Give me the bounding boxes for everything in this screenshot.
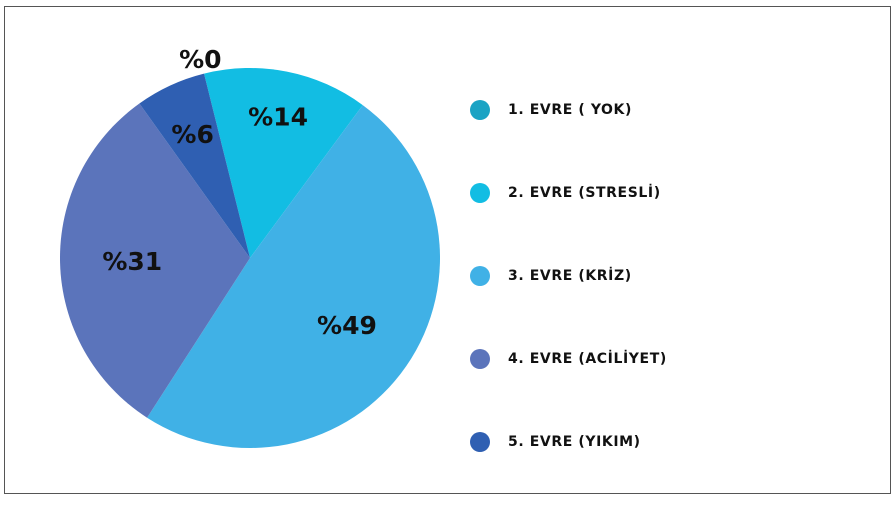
legend-label: 3. EVRE (KRİZ): [508, 268, 632, 284]
pie-slice: [204, 67, 363, 258]
legend-swatch: [470, 432, 490, 452]
legend-item: 5. EVRE (YIKIM): [470, 424, 667, 460]
legend-label: 4. EVRE (ACİLİYET): [508, 351, 667, 367]
chart-legend: 1. EVRE ( YOK) 2. EVRE (STRESLİ) 3. EVRE (…: [470, 92, 667, 507]
pie-slices: [60, 67, 441, 449]
pie-labels: %14 %49 %31 %6 %0: [102, 45, 377, 340]
legend-swatch: [470, 266, 490, 286]
legend-swatch: [470, 349, 490, 369]
pie-slice: [147, 105, 441, 449]
slice-value-label: %0: [179, 45, 221, 74]
legend-label: 2. EVRE (STRESLİ): [508, 185, 661, 201]
legend-label: 5. EVRE (YIKIM): [508, 434, 641, 450]
legend-item: 3. EVRE (KRİZ): [470, 258, 667, 294]
slice-value-label: %49: [317, 311, 377, 340]
legend-swatch: [470, 100, 490, 120]
legend-label: 1. EVRE ( YOK): [508, 102, 633, 118]
legend-item: 1. EVRE ( YOK): [470, 92, 667, 128]
pie-slice: [60, 103, 251, 418]
legend-item: 4. EVRE (ACİLİYET): [470, 341, 667, 377]
slice-value-label: %14: [248, 102, 308, 131]
legend-item: 2. EVRE (STRESLİ): [470, 175, 667, 211]
pie-slice: [139, 73, 250, 258]
legend-swatch: [470, 183, 490, 203]
slice-value-label: %6: [171, 120, 213, 149]
slice-value-label: %31: [102, 247, 162, 276]
